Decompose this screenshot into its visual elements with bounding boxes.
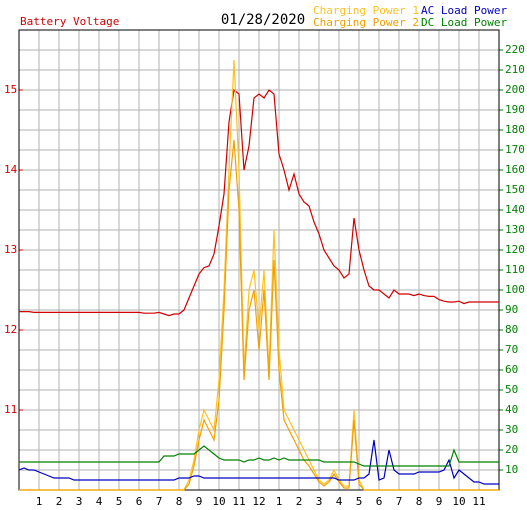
y2-tick-label: 160 [505, 163, 525, 176]
x-tick-label: 1 [276, 495, 283, 508]
x-tick-label: 8 [176, 495, 183, 508]
x-tick-label: 9 [436, 495, 443, 508]
y2-tick-label: 190 [505, 103, 525, 116]
legend-entry: Charging Power 1 [313, 4, 419, 17]
series-line [18, 439, 499, 485]
y2-tick-label: 70 [505, 343, 518, 356]
x-tick-label: 5 [356, 495, 363, 508]
x-tick-label: 4 [96, 495, 103, 508]
y-tick-label: 13 [4, 243, 17, 256]
x-tick-label: 6 [136, 495, 143, 508]
x-tick-label: 4 [336, 495, 343, 508]
y2-tick-label: 200 [505, 83, 525, 96]
x-tick-label: 12 [252, 495, 265, 508]
plot-frame [18, 29, 500, 491]
legend-entry: Charging Power 2 [313, 16, 419, 29]
y-tick-label: 14 [4, 163, 18, 176]
x-tick-label: 1 [36, 495, 43, 508]
x-tick-label: 2 [296, 495, 303, 508]
series-line [19, 139, 499, 491]
y-tick-label: 12 [4, 323, 17, 336]
chart-title: 01/28/2020 [221, 12, 305, 28]
y-tick-label: 15 [4, 83, 17, 96]
y2-tick-label: 130 [505, 223, 525, 236]
legend-entry: AC Load Power [421, 4, 507, 17]
x-tick-label: 6 [376, 495, 383, 508]
y-tick-label: 11 [4, 403, 17, 416]
legend-entry: DC Load Power [421, 16, 507, 29]
y2-tick-label: 170 [505, 143, 525, 156]
legend-entry: Battery Voltage [20, 15, 119, 28]
x-tick-label: 10 [212, 495, 225, 508]
y2-tick-label: 150 [505, 183, 525, 196]
y2-tick-label: 90 [505, 303, 518, 316]
y2-tick-label: 210 [505, 63, 525, 76]
series-line [19, 445, 499, 467]
x-tick-label: 7 [396, 495, 403, 508]
x-tick-label: 11 [232, 495, 245, 508]
x-tick-label: 7 [156, 495, 163, 508]
x-tick-label: 9 [196, 495, 203, 508]
y2-tick-label: 220 [505, 43, 525, 56]
y2-tick-label: 180 [505, 123, 525, 136]
y2-tick-label: 110 [505, 263, 525, 276]
x-tick-label: 3 [316, 495, 323, 508]
y2-tick-label: 60 [505, 363, 518, 376]
y2-tick-label: 30 [505, 423, 518, 436]
y2-tick-label: 140 [505, 203, 525, 216]
x-tick-label: 5 [116, 495, 123, 508]
y2-tick-label: 100 [505, 283, 525, 296]
y2-tick-label: 120 [505, 243, 525, 256]
y2-tick-label: 10 [505, 463, 518, 476]
x-tick-label: 2 [56, 495, 63, 508]
y2-tick-label: 20 [505, 443, 518, 456]
y2-tick-label: 40 [505, 403, 518, 416]
y2-tick-label: 50 [505, 383, 518, 396]
x-tick-label: 3 [76, 495, 83, 508]
y2-tick-label: 80 [505, 323, 518, 336]
x-tick-label: 8 [416, 495, 423, 508]
x-tick-label: 11 [472, 495, 485, 508]
series-line [19, 88, 499, 317]
x-tick-label: 10 [452, 495, 465, 508]
